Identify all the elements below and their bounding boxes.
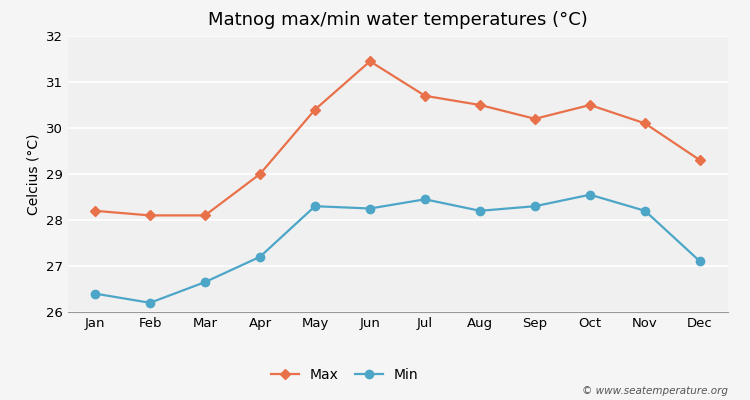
Max: [476, 102, 484, 107]
Min: [476, 208, 484, 213]
Max: [91, 208, 100, 213]
Title: Matnog max/min water temperatures (°C): Matnog max/min water temperatures (°C): [208, 11, 587, 29]
Min: [640, 208, 650, 213]
Min: [586, 192, 595, 197]
Max: [310, 107, 320, 112]
Max: [365, 59, 374, 64]
Min: [146, 300, 154, 305]
Max: [640, 121, 650, 126]
Min: [200, 280, 209, 284]
Max: [421, 93, 430, 98]
Min: [256, 254, 265, 259]
Line: Min: Min: [91, 190, 704, 307]
Max: [695, 158, 704, 163]
Legend: Max, Min: Max, Min: [266, 363, 424, 388]
Min: [530, 204, 539, 209]
Min: [91, 291, 100, 296]
Min: [365, 206, 374, 211]
Max: [146, 213, 154, 218]
Max: [530, 116, 539, 121]
Min: [695, 259, 704, 264]
Min: [310, 204, 320, 209]
Max: [200, 213, 209, 218]
Max: [586, 102, 595, 107]
Max: [256, 172, 265, 176]
Line: Max: Max: [92, 58, 704, 219]
Min: [421, 197, 430, 202]
Text: © www.seatemperature.org: © www.seatemperature.org: [581, 386, 728, 396]
Y-axis label: Celcius (°C): Celcius (°C): [26, 133, 40, 215]
